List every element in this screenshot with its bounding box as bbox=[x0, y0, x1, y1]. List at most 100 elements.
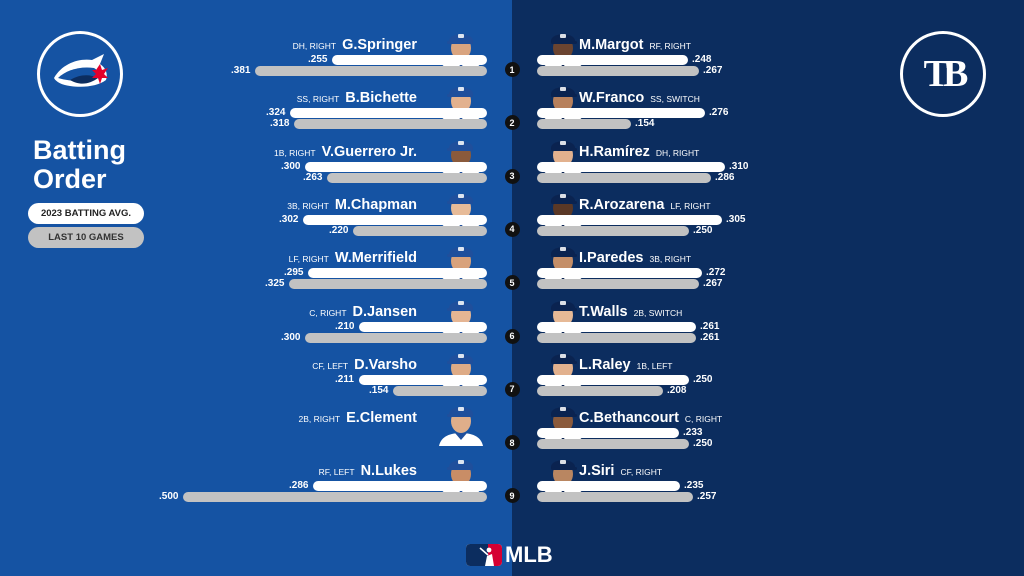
season-avg-bar-label: .233 bbox=[683, 427, 703, 439]
batting-order-number: 9 bbox=[504, 488, 520, 504]
player-name: V.Guerrero Jr. bbox=[321, 143, 417, 160]
jays-player-row: .300.263 V.Guerrero Jr. 1B, RIGHT bbox=[0, 134, 1024, 184]
season-avg-bar bbox=[537, 481, 680, 492]
player-position: LF, RIGHT bbox=[288, 254, 329, 265]
player-name: B.Bichette bbox=[345, 90, 417, 107]
season-avg-bar-label: .310 bbox=[729, 160, 749, 172]
jays-player-row: .286 .500 N.Lukes RF, LEFT bbox=[0, 453, 1024, 503]
last-10-bar bbox=[537, 119, 631, 130]
rays-player-row: .272.267 I.Paredes 3B, RIGHT bbox=[0, 240, 1024, 290]
batting-order-number: 3 bbox=[504, 168, 520, 184]
last-10-bar-label: .267 bbox=[703, 278, 723, 290]
season-avg-bar bbox=[290, 108, 487, 119]
batting-order-number: 6 bbox=[504, 328, 520, 344]
last-10-bar-label: .208 bbox=[667, 384, 687, 396]
player-position: 2B, RIGHT bbox=[298, 414, 341, 425]
last-10-bar-label: .300 bbox=[281, 331, 301, 343]
player-position: DH, RIGHT bbox=[292, 41, 337, 51]
season-avg-bar bbox=[359, 321, 487, 332]
jays-player-row: .210 .300 D.Jansen C, RIGHT bbox=[0, 294, 1024, 344]
season-avg-bar bbox=[537, 161, 725, 172]
last-10-bar-label: .257 bbox=[697, 491, 717, 503]
page-title: Batting Order bbox=[33, 136, 126, 194]
rays-player-row: .261.261 T.Walls 2B, SWITCH bbox=[0, 294, 1024, 344]
player-position: SS, RIGHT bbox=[296, 94, 340, 105]
last-10-bar-label: .325 bbox=[265, 278, 285, 290]
season-avg-bar-label: .300 bbox=[281, 160, 301, 172]
season-avg-bar bbox=[313, 481, 487, 492]
rays-logo: TB bbox=[900, 31, 986, 117]
batting-order-number: 1 bbox=[504, 62, 520, 77]
mlb-batter-icon bbox=[466, 544, 502, 566]
blue-jays-logo bbox=[37, 31, 123, 117]
season-avg-bar bbox=[537, 214, 722, 225]
season-avg-bar-label: .302 bbox=[279, 213, 299, 225]
player-position: RF, LEFT bbox=[318, 467, 355, 478]
player-name: H.Ramírez bbox=[579, 143, 650, 160]
last-10-bar bbox=[353, 225, 487, 236]
last-10-bar bbox=[537, 279, 699, 290]
player-name: W.Franco bbox=[579, 90, 645, 107]
player-name: M.Chapman bbox=[334, 196, 417, 213]
rays-player-row: .233.250 C.Bethancourt C, RIGHT bbox=[0, 400, 1024, 450]
player-name: D.Jansen bbox=[352, 303, 417, 320]
player-position: 3B, RIGHT bbox=[287, 200, 329, 211]
last-10-bar bbox=[305, 332, 487, 343]
player-name: L.Raley bbox=[579, 356, 631, 373]
rays-player-row: .248.267 M.Margot RF, RIGHT bbox=[0, 27, 1024, 77]
last-10-bar-label: .267 bbox=[703, 65, 723, 76]
last-10-bar bbox=[327, 172, 487, 183]
player-position: 3B, RIGHT bbox=[649, 254, 692, 265]
season-avg-bar-label: .295 bbox=[284, 267, 304, 279]
jays-player-row: .211 .154 D.Varsho CF, LEFT bbox=[0, 347, 1024, 397]
season-avg-bar-label: .248 bbox=[692, 54, 712, 65]
season-avg-bar-label: .235 bbox=[684, 480, 704, 492]
jays-player-row: .295.325 W.Merrifield LF, RIGHT bbox=[0, 240, 1024, 290]
season-avg-bar bbox=[537, 268, 702, 279]
season-avg-bar-label: .272 bbox=[706, 267, 726, 279]
player-position: LF, RIGHT bbox=[670, 200, 711, 211]
season-avg-bar bbox=[537, 374, 689, 385]
last-10-bar-label: .263 bbox=[303, 171, 323, 183]
mlb-wordmark: MLB bbox=[505, 542, 553, 567]
batting-order-number: 4 bbox=[504, 221, 520, 237]
title-line-1: Batting bbox=[33, 135, 126, 165]
blue-jay-bird-icon bbox=[54, 54, 108, 87]
mlb-logo: MLB bbox=[466, 542, 553, 568]
season-avg-bar-label: .276 bbox=[709, 107, 729, 119]
last-10-bar-label: .154 bbox=[635, 118, 655, 130]
batting-order-number: 5 bbox=[504, 275, 520, 291]
rays-logo-text: TB bbox=[923, 53, 969, 95]
rays-player-row: .310.286 H.Ramírez DH, RIGHT bbox=[0, 134, 1024, 184]
player-position: RF, RIGHT bbox=[649, 41, 691, 51]
season-avg-bar-label: .305 bbox=[726, 213, 746, 225]
rays-player-row: .276 .154 W.Franco SS, SWITCH bbox=[0, 80, 1024, 130]
player-position: 2B, SWITCH bbox=[633, 307, 683, 318]
last-10-bar bbox=[537, 172, 711, 183]
jays-player-row: .302 .220 M.Chapman 3B, RIGHT bbox=[0, 187, 1024, 237]
season-avg-bar-label: .324 bbox=[266, 107, 286, 119]
player-position: CF, RIGHT bbox=[620, 467, 663, 478]
player-name: N.Lukes bbox=[360, 463, 417, 480]
last-10-bar bbox=[183, 492, 487, 503]
season-avg-bar bbox=[359, 374, 487, 385]
last-10-bar-label: .318 bbox=[270, 118, 290, 130]
season-avg-bar bbox=[308, 268, 487, 279]
last-10-bar-label: .220 bbox=[329, 224, 349, 236]
last-10-bar bbox=[537, 439, 689, 450]
player-position: 1B, LEFT bbox=[636, 360, 673, 371]
batting-order-number: 8 bbox=[504, 435, 520, 451]
batting-order-number: 7 bbox=[504, 381, 520, 397]
last-10-bar bbox=[537, 492, 693, 503]
season-avg-bar-label: .255 bbox=[308, 54, 328, 65]
season-avg-bar bbox=[537, 108, 705, 119]
rays-player-row: .235.257 J.Siri CF, RIGHT bbox=[0, 453, 1024, 503]
player-name: W.Merrifield bbox=[334, 250, 417, 267]
player-name: J.Siri bbox=[579, 463, 615, 480]
last-10-bar bbox=[289, 279, 487, 290]
season-avg-bar bbox=[537, 428, 679, 439]
player-position: CF, LEFT bbox=[312, 360, 349, 371]
last-10-bar bbox=[537, 225, 689, 236]
season-avg-bar-label: .261 bbox=[700, 320, 720, 332]
